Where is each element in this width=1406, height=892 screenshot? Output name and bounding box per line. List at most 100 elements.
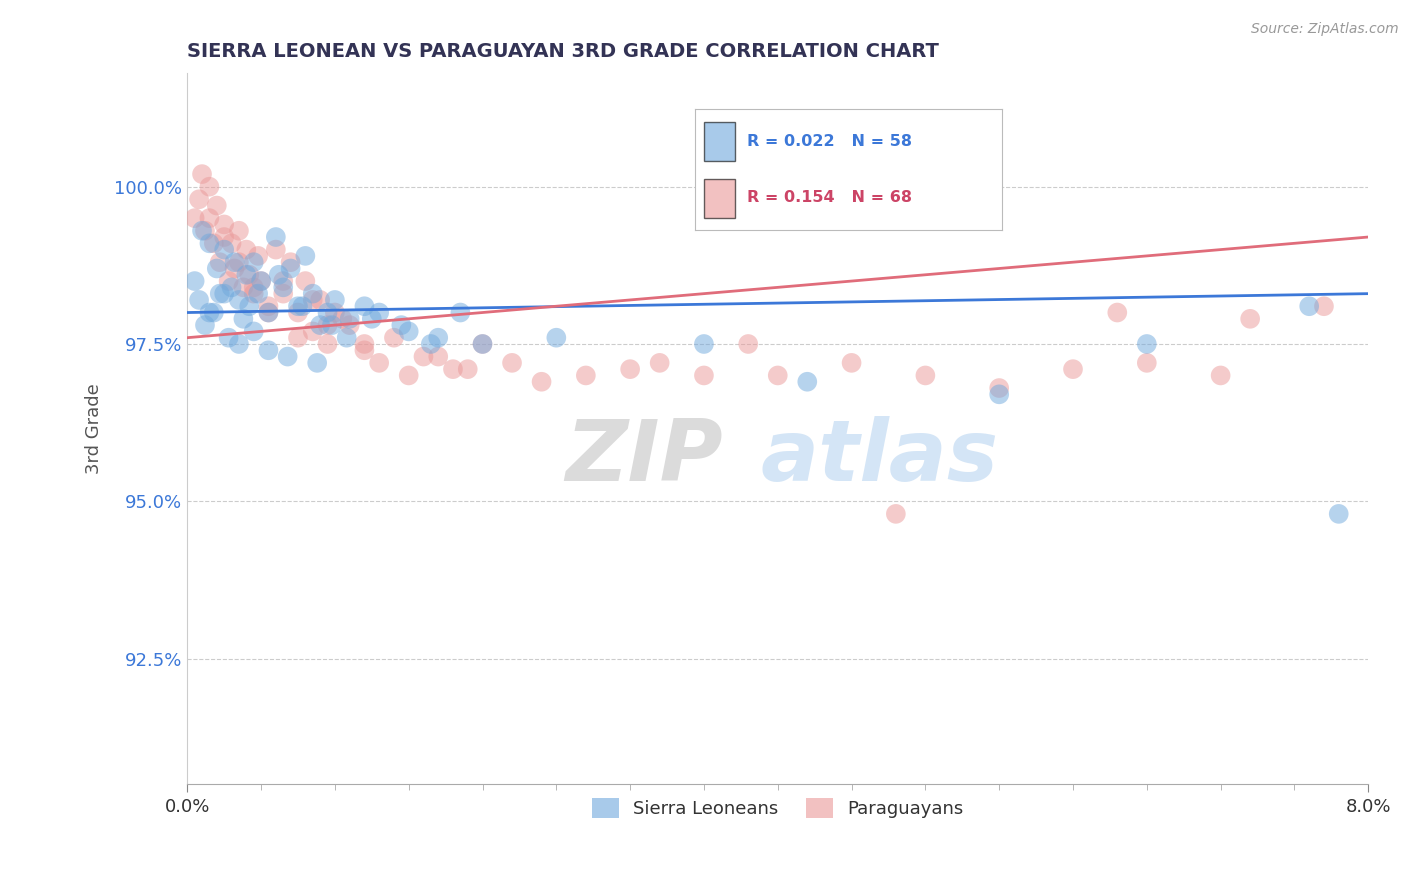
- Point: [307, 356, 329, 370]
- Point: [988, 381, 1011, 395]
- Point: [294, 274, 316, 288]
- Point: [287, 331, 309, 345]
- Point: [1298, 299, 1320, 313]
- Point: [267, 268, 290, 282]
- Point: [914, 368, 936, 383]
- Point: [737, 337, 759, 351]
- Point: [301, 286, 323, 301]
- Point: [693, 368, 716, 383]
- Point: [648, 356, 671, 370]
- Point: [309, 318, 332, 332]
- Point: [301, 293, 323, 307]
- Point: [242, 286, 264, 301]
- Point: [988, 387, 1011, 401]
- Point: [796, 375, 818, 389]
- Point: [205, 261, 228, 276]
- Text: atlas: atlas: [761, 416, 998, 499]
- Point: [693, 337, 716, 351]
- Point: [323, 305, 346, 319]
- Point: [242, 255, 264, 269]
- Point: [316, 337, 339, 351]
- Point: [271, 274, 294, 288]
- Point: [194, 318, 217, 332]
- Point: [1327, 507, 1350, 521]
- Point: [264, 243, 287, 257]
- Point: [368, 356, 391, 370]
- Point: [242, 280, 264, 294]
- Point: [235, 243, 257, 257]
- Point: [339, 318, 361, 332]
- Point: [205, 198, 228, 212]
- Point: [287, 299, 309, 313]
- Point: [212, 243, 235, 257]
- Point: [1107, 305, 1129, 319]
- Point: [766, 368, 789, 383]
- Point: [221, 236, 243, 251]
- Point: [546, 331, 568, 345]
- Point: [1136, 356, 1159, 370]
- Point: [277, 350, 299, 364]
- Point: [398, 368, 420, 383]
- Point: [247, 249, 270, 263]
- Point: [191, 167, 214, 181]
- Point: [1062, 362, 1084, 376]
- Point: [202, 305, 225, 319]
- Point: [321, 318, 343, 332]
- Point: [198, 211, 221, 226]
- Point: [530, 375, 553, 389]
- Point: [264, 230, 287, 244]
- Point: [316, 318, 339, 332]
- Point: [280, 261, 302, 276]
- Text: SIERRA LEONEAN VS PARAGUAYAN 3RD GRADE CORRELATION CHART: SIERRA LEONEAN VS PARAGUAYAN 3RD GRADE C…: [187, 42, 939, 61]
- Y-axis label: 3rd Grade: 3rd Grade: [86, 384, 103, 475]
- Point: [242, 325, 264, 339]
- Point: [257, 305, 280, 319]
- Point: [208, 286, 231, 301]
- Point: [501, 356, 523, 370]
- Point: [188, 293, 211, 307]
- Point: [1209, 368, 1232, 383]
- Point: [198, 236, 221, 251]
- Point: [427, 350, 450, 364]
- Point: [389, 318, 412, 332]
- Point: [257, 343, 280, 358]
- Point: [250, 274, 273, 288]
- Point: [336, 331, 359, 345]
- Point: [368, 305, 391, 319]
- Point: [353, 299, 375, 313]
- Point: [294, 249, 316, 263]
- Point: [271, 280, 294, 294]
- Point: [398, 325, 420, 339]
- Point: [1313, 299, 1336, 313]
- Point: [232, 311, 254, 326]
- Point: [360, 311, 382, 326]
- Point: [257, 299, 280, 313]
- Point: [250, 274, 273, 288]
- Point: [309, 293, 332, 307]
- Point: [198, 305, 221, 319]
- Point: [301, 325, 323, 339]
- Point: [316, 305, 339, 319]
- Point: [291, 299, 314, 313]
- Point: [257, 305, 280, 319]
- Point: [323, 293, 346, 307]
- Point: [575, 368, 598, 383]
- Point: [198, 179, 221, 194]
- Point: [212, 218, 235, 232]
- Point: [238, 299, 260, 313]
- Point: [191, 224, 214, 238]
- Point: [218, 274, 240, 288]
- Point: [238, 268, 260, 282]
- Point: [419, 337, 441, 351]
- Text: Source: ZipAtlas.com: Source: ZipAtlas.com: [1251, 22, 1399, 37]
- Point: [183, 274, 205, 288]
- Point: [235, 268, 257, 282]
- Point: [1136, 337, 1159, 351]
- Point: [224, 261, 246, 276]
- Point: [382, 331, 405, 345]
- Point: [188, 192, 211, 206]
- Point: [1239, 311, 1261, 326]
- Point: [228, 337, 250, 351]
- Point: [212, 286, 235, 301]
- Point: [247, 286, 270, 301]
